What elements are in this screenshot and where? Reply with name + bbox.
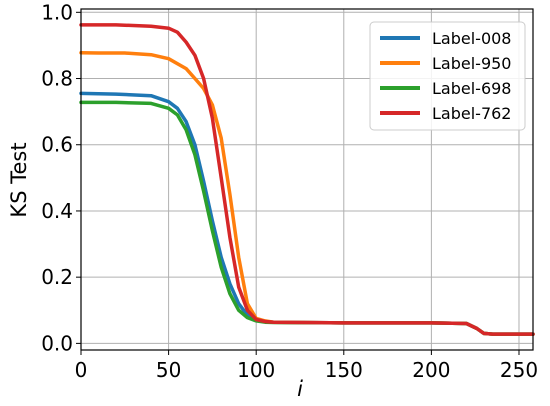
y-tick-label: 0.6 bbox=[41, 133, 73, 157]
series-lines bbox=[79, 23, 535, 336]
y-axis-label: KS Test bbox=[7, 142, 31, 217]
y-tick-label: 0.2 bbox=[41, 265, 73, 289]
x-tick-label: 200 bbox=[412, 358, 450, 382]
x-tick-label: 50 bbox=[156, 358, 181, 382]
y-tick-label: 0.4 bbox=[41, 199, 73, 223]
legend-entry-label: Label-008 bbox=[432, 29, 511, 48]
x-axis-label: i bbox=[297, 377, 303, 401]
legend-entry-label: Label-762 bbox=[432, 104, 511, 123]
legend-box bbox=[369, 21, 526, 131]
x-tick-label: 150 bbox=[325, 358, 363, 382]
legend-entry-label: Label-698 bbox=[432, 79, 511, 98]
plot-frame bbox=[80, 8, 534, 351]
x-tick-label: 0 bbox=[75, 358, 88, 382]
x-axis-ticks: 0 50 100 150 200 250 bbox=[75, 350, 538, 382]
x-tick-label: 250 bbox=[500, 358, 538, 382]
series-line-label-698 bbox=[79, 100, 535, 336]
legend: Label-008 Label-950 Label-698 Label-762 bbox=[369, 21, 526, 131]
series-line-label-762 bbox=[79, 23, 535, 336]
legend-entry-label: Label-950 bbox=[432, 54, 511, 73]
y-tick-label: 0.8 bbox=[41, 67, 73, 91]
y-tick-label: 1.0 bbox=[41, 0, 73, 24]
y-tick-label: 0.0 bbox=[41, 331, 73, 355]
y-axis-ticks: 0.0 0.2 0.4 0.6 0.8 1.0 bbox=[41, 0, 81, 355]
x-tick-label: 100 bbox=[237, 358, 275, 382]
